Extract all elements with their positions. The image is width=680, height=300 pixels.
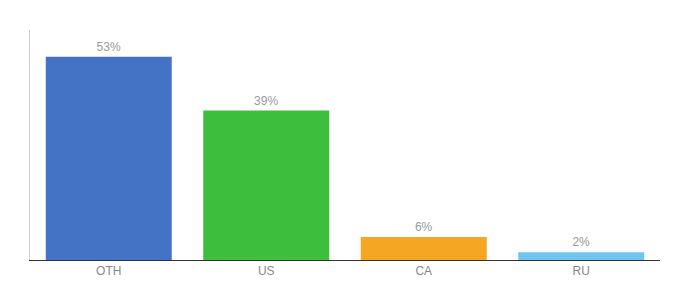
svg-text:US: US xyxy=(258,264,275,278)
svg-text:6%: 6% xyxy=(415,220,433,234)
svg-text:RU: RU xyxy=(573,264,590,278)
svg-text:CA: CA xyxy=(415,264,432,278)
svg-text:OTH: OTH xyxy=(96,264,121,278)
svg-text:39%: 39% xyxy=(254,94,278,108)
svg-text:2%: 2% xyxy=(572,235,590,249)
svg-text:53%: 53% xyxy=(97,40,121,54)
